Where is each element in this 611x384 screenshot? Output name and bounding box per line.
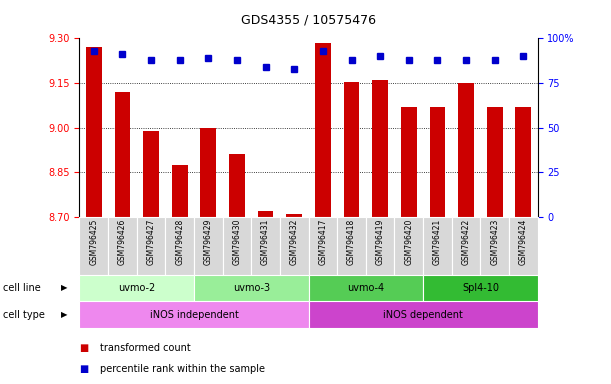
Bar xyxy=(372,80,388,217)
Bar xyxy=(366,217,395,275)
Text: GSM796427: GSM796427 xyxy=(147,219,156,265)
Text: GSM796419: GSM796419 xyxy=(376,219,385,265)
Bar xyxy=(309,217,337,275)
Bar xyxy=(258,211,274,217)
Bar xyxy=(137,217,166,275)
Bar xyxy=(79,275,194,301)
Bar xyxy=(200,127,216,217)
Bar xyxy=(194,275,309,301)
Text: GSM796421: GSM796421 xyxy=(433,219,442,265)
Text: GSM796432: GSM796432 xyxy=(290,219,299,265)
Text: uvmo-4: uvmo-4 xyxy=(347,283,384,293)
Text: ▶: ▶ xyxy=(61,310,67,319)
Text: transformed count: transformed count xyxy=(100,343,191,353)
Text: GSM796429: GSM796429 xyxy=(204,219,213,265)
Bar xyxy=(309,275,423,301)
Bar xyxy=(172,165,188,217)
Bar xyxy=(423,217,452,275)
Bar xyxy=(337,217,366,275)
Bar xyxy=(222,217,251,275)
Text: iNOS dependent: iNOS dependent xyxy=(383,310,463,320)
Text: Spl4-10: Spl4-10 xyxy=(462,283,499,293)
Bar xyxy=(108,217,137,275)
Bar xyxy=(143,131,159,217)
Text: GSM796431: GSM796431 xyxy=(261,219,270,265)
Bar xyxy=(315,43,331,217)
Bar xyxy=(166,217,194,275)
Bar xyxy=(458,83,474,217)
Bar xyxy=(430,107,445,217)
Bar xyxy=(509,217,538,275)
Text: GSM796418: GSM796418 xyxy=(347,219,356,265)
Bar xyxy=(452,217,480,275)
Text: GSM796422: GSM796422 xyxy=(461,219,470,265)
Text: cell line: cell line xyxy=(3,283,41,293)
Bar xyxy=(309,301,538,328)
Bar xyxy=(251,217,280,275)
Bar xyxy=(86,47,101,217)
Bar xyxy=(194,217,222,275)
Text: GSM796420: GSM796420 xyxy=(404,219,413,265)
Text: ■: ■ xyxy=(79,364,89,374)
Text: GSM796417: GSM796417 xyxy=(318,219,327,265)
Bar xyxy=(516,107,531,217)
Text: GSM796424: GSM796424 xyxy=(519,219,528,265)
Text: GDS4355 / 10575476: GDS4355 / 10575476 xyxy=(241,13,376,26)
Bar xyxy=(423,275,538,301)
Bar xyxy=(395,217,423,275)
Bar xyxy=(287,214,302,217)
Text: ■: ■ xyxy=(79,343,89,353)
Bar xyxy=(343,81,359,217)
Text: percentile rank within the sample: percentile rank within the sample xyxy=(100,364,265,374)
Bar xyxy=(280,217,309,275)
Text: GSM796430: GSM796430 xyxy=(232,219,241,265)
Text: ▶: ▶ xyxy=(61,283,67,293)
Bar xyxy=(114,92,130,217)
Bar xyxy=(229,154,245,217)
Bar xyxy=(487,107,503,217)
Bar xyxy=(79,301,309,328)
Text: iNOS independent: iNOS independent xyxy=(150,310,238,320)
Text: GSM796426: GSM796426 xyxy=(118,219,127,265)
Text: GSM796423: GSM796423 xyxy=(490,219,499,265)
Text: GSM796428: GSM796428 xyxy=(175,219,184,265)
Bar xyxy=(480,217,509,275)
Text: cell type: cell type xyxy=(3,310,45,320)
Text: uvmo-2: uvmo-2 xyxy=(118,283,155,293)
Text: GSM796425: GSM796425 xyxy=(89,219,98,265)
Text: uvmo-3: uvmo-3 xyxy=(233,283,270,293)
Bar xyxy=(401,107,417,217)
Bar xyxy=(79,217,108,275)
